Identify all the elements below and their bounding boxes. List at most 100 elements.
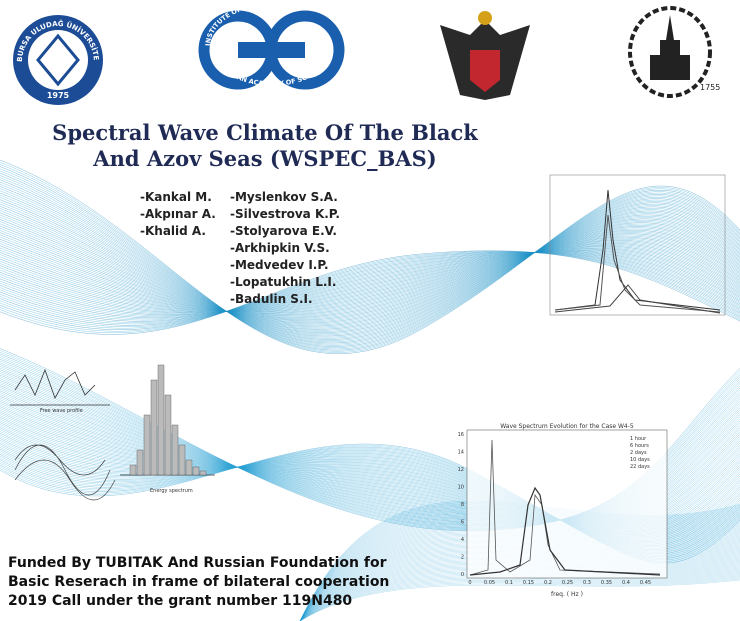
wave-line xyxy=(0,179,740,344)
legend-entry: 2 days xyxy=(630,450,647,456)
wave-line xyxy=(0,192,740,337)
wave-line xyxy=(0,194,740,336)
wave-line xyxy=(0,225,740,321)
wave-line xyxy=(0,250,740,318)
uludag-logo: BURSA ULUDAĞ ÜNİVERSİTESİ 1975 xyxy=(0,0,103,105)
wave-line xyxy=(0,251,740,319)
logo-pattern xyxy=(36,33,80,87)
curve xyxy=(554,189,721,311)
funding-line: Funded By TUBITAK And Russian Foundation… xyxy=(8,555,387,571)
wave-line xyxy=(0,223,740,322)
wave-line xyxy=(0,360,740,526)
histogram-bar xyxy=(157,364,165,476)
wave-line xyxy=(0,358,740,527)
wave-line xyxy=(0,395,740,521)
wave-line xyxy=(299,575,740,621)
x-tick-label: 0.25 xyxy=(562,580,573,586)
wave-line xyxy=(0,159,740,354)
wave-line xyxy=(0,210,740,328)
wave-line xyxy=(0,251,740,332)
wave-line xyxy=(0,251,740,333)
histogram-bar xyxy=(199,470,207,476)
histogram-bar xyxy=(164,394,172,476)
wave-line xyxy=(299,579,740,621)
wave-line xyxy=(0,177,740,345)
x-tick-label: 0.45 xyxy=(640,580,651,586)
msu-logo: 1755 xyxy=(628,6,720,98)
wave-line xyxy=(0,203,740,331)
wave-line xyxy=(299,574,740,621)
histogram-bar xyxy=(150,379,158,476)
wave-line xyxy=(299,577,740,621)
wave-line xyxy=(0,214,740,326)
wave-line xyxy=(0,219,740,324)
wave-line xyxy=(0,388,740,521)
wave-line xyxy=(0,387,740,521)
wave-line xyxy=(0,229,740,318)
y-tick-label: 8 xyxy=(461,502,464,508)
logo-year: 1975 xyxy=(47,91,70,100)
x-tick-label: 0.05 xyxy=(484,580,495,586)
title-line: And Azov Seas (WSPEC_BAS) xyxy=(92,146,436,171)
author: -Badulin S.I. xyxy=(230,292,313,306)
x-tick-label: 0.15 xyxy=(523,580,534,586)
wave-line xyxy=(0,394,740,521)
author: -Silvestrova K.P. xyxy=(230,207,340,221)
logo-year: 1755 xyxy=(700,83,720,92)
title-line: Spectral Wave Climate Of The Black xyxy=(52,120,478,145)
wave-components xyxy=(14,444,116,501)
histogram xyxy=(129,364,207,476)
wave-line xyxy=(0,181,740,343)
legend-entry: 10 days xyxy=(630,457,650,463)
logo-ship xyxy=(238,42,305,58)
plot-frame xyxy=(466,429,668,579)
building xyxy=(650,15,690,80)
wave-line xyxy=(0,355,740,528)
wave-line xyxy=(0,166,740,351)
wave-line xyxy=(0,357,740,527)
wave-line xyxy=(0,216,740,325)
wave-line xyxy=(0,249,740,315)
y-tick-label: 14 xyxy=(458,450,464,456)
wave-line xyxy=(0,227,740,320)
wave-line xyxy=(0,390,740,521)
author: -Medvedev I.P. xyxy=(230,258,329,272)
y-tick-label: 6 xyxy=(461,520,464,526)
wave-line xyxy=(0,372,740,522)
logo-center xyxy=(28,30,88,90)
wave-line xyxy=(0,252,740,328)
wave-line xyxy=(0,235,740,315)
wave-line xyxy=(0,186,740,340)
wave-line xyxy=(0,251,740,320)
funding: Funded By TUBITAK And Russian Foundation… xyxy=(8,555,389,609)
authors: -Kankal M. -Akpınar A. -Khalid A. -Myslenko… xyxy=(140,190,340,306)
wave-line xyxy=(0,168,740,350)
y-tick-label: 16 xyxy=(458,432,464,438)
wave-line xyxy=(0,378,740,521)
wave-line xyxy=(0,251,740,329)
histogram-bar xyxy=(143,414,151,476)
author: -Myslenkov S.A. xyxy=(230,190,338,204)
wave-line xyxy=(0,164,740,352)
wave-line xyxy=(0,244,740,312)
wave-line xyxy=(0,236,740,314)
x-tick-label: 0.35 xyxy=(601,580,612,586)
wreath xyxy=(628,6,712,98)
wave-line xyxy=(0,212,740,327)
wave-line xyxy=(0,251,740,330)
author: -Lopatukhin L.I. xyxy=(230,275,336,289)
figure-label: Free wave profile xyxy=(40,408,83,414)
wave-line xyxy=(0,247,740,313)
wave-line xyxy=(0,246,740,313)
wave-line xyxy=(0,208,740,329)
wave-line xyxy=(0,170,740,348)
wave-line xyxy=(0,381,740,521)
crown xyxy=(478,11,492,25)
x-tick-label: 0.2 xyxy=(544,580,552,586)
wave-line xyxy=(0,397,740,521)
histogram-bar xyxy=(192,466,200,476)
wave-line xyxy=(299,578,740,621)
wave-line xyxy=(0,161,740,353)
